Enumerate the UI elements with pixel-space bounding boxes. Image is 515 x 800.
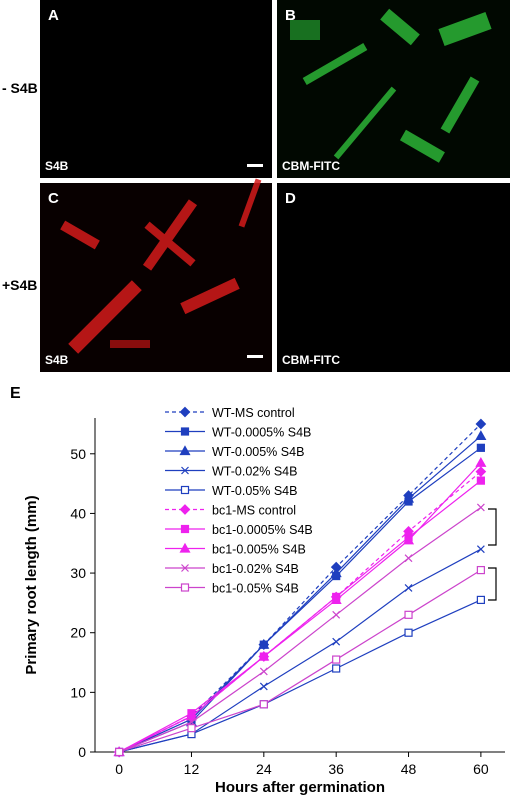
bracket <box>488 567 497 601</box>
marker <box>187 724 196 733</box>
scale-bar <box>247 164 263 167</box>
fibers-c <box>60 178 262 354</box>
x-tick-label: 12 <box>184 761 200 777</box>
panel-d <box>277 183 510 372</box>
marker <box>258 638 270 649</box>
legend-label: bc1-MS control <box>212 504 296 518</box>
legend-label: WT-0.0005% S4B <box>212 426 311 440</box>
panel-caption: S4B <box>45 353 69 367</box>
x-tick-label: 60 <box>473 761 489 777</box>
marker <box>476 503 485 512</box>
x-tick-label: 0 <box>115 761 123 777</box>
legend-label: bc1-0.05% S4B <box>212 582 299 596</box>
marker <box>259 682 268 691</box>
marker <box>330 594 342 605</box>
y-tick-label: 20 <box>70 625 86 641</box>
marker <box>115 747 124 757</box>
marker <box>259 667 268 676</box>
row-label: +S4B <box>2 277 37 293</box>
series-line <box>118 462 482 753</box>
marker <box>179 542 191 553</box>
legend-label: WT-0.05% S4B <box>212 484 297 498</box>
scale-bar <box>247 355 263 358</box>
marker <box>180 485 190 495</box>
panel-caption: CBM-FITC <box>282 353 340 367</box>
series-line <box>118 569 482 753</box>
marker <box>476 565 485 575</box>
legend-label: bc1-0.005% S4B <box>212 543 306 557</box>
marker <box>476 595 485 605</box>
panel-a <box>40 0 272 178</box>
y-tick-label: 30 <box>70 565 86 581</box>
marker <box>179 445 191 456</box>
marker <box>476 545 485 554</box>
fibers-b <box>290 8 492 163</box>
marker <box>180 583 190 592</box>
series-line <box>118 435 482 753</box>
y-axis-label: Primary root length (mm) <box>23 495 40 674</box>
marker <box>332 610 341 619</box>
marker <box>180 524 190 534</box>
legend-label: WT-0.02% S4B <box>212 465 297 479</box>
panel-caption: CBM-FITC <box>282 159 340 173</box>
marker <box>475 418 487 430</box>
legend-label: bc1-0.02% S4B <box>212 562 299 576</box>
marker <box>330 567 342 578</box>
marker <box>404 584 413 592</box>
y-tick-label: 0 <box>78 744 86 760</box>
y-tick-label: 40 <box>70 505 86 521</box>
marker <box>476 443 485 452</box>
marker <box>475 457 487 467</box>
row-label: - S4B <box>2 80 38 96</box>
marker <box>258 650 270 661</box>
marker <box>403 534 415 545</box>
marker <box>476 476 485 485</box>
panel-letter: D <box>285 190 296 207</box>
series-line <box>118 599 482 753</box>
series-line <box>118 471 482 753</box>
marker <box>179 406 191 418</box>
x-axis-label: Hours after germination <box>215 779 385 796</box>
series-line <box>118 447 482 753</box>
marker <box>332 655 341 664</box>
marker <box>332 664 341 673</box>
panel-letter: C <box>48 190 59 207</box>
marker <box>181 466 189 475</box>
marker <box>181 564 189 572</box>
x-tick-label: 36 <box>328 761 344 777</box>
legend-label: WT-0.005% S4B <box>212 445 304 459</box>
marker <box>403 492 415 503</box>
bracket <box>488 508 497 546</box>
marker <box>404 554 413 563</box>
x-tick-label: 24 <box>256 761 272 777</box>
panel-caption: S4B <box>45 159 69 173</box>
marker <box>185 710 197 721</box>
series-line <box>118 548 482 753</box>
panel-letter: E <box>10 385 21 402</box>
panel-letter: B <box>285 7 296 24</box>
marker <box>404 610 413 619</box>
marker <box>332 637 341 646</box>
marker <box>179 504 191 515</box>
y-tick-label: 50 <box>70 446 86 462</box>
series-line <box>118 506 482 753</box>
legend-label: WT-MS control <box>212 406 295 420</box>
marker <box>404 628 413 637</box>
marker <box>259 700 268 709</box>
series-line <box>118 423 482 753</box>
panel-letter: A <box>48 7 59 24</box>
x-tick-label: 48 <box>401 761 417 777</box>
marker <box>475 430 487 440</box>
y-tick-label: 10 <box>70 684 86 700</box>
marker <box>180 427 190 436</box>
legend-label: bc1-0.0005% S4B <box>212 523 313 537</box>
marker <box>475 466 487 478</box>
